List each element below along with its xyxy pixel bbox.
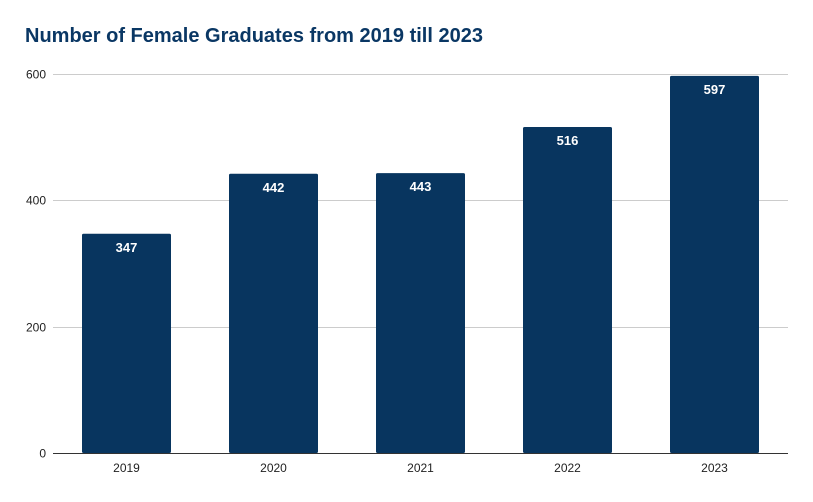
data-label: 347 — [116, 240, 138, 255]
bar — [229, 173, 318, 453]
data-label: 597 — [704, 82, 726, 97]
data-label: 443 — [410, 179, 432, 194]
y-tick-label: 200 — [26, 321, 46, 335]
x-tick-label: 2021 — [407, 461, 434, 475]
bar — [670, 75, 759, 454]
bar — [376, 173, 465, 453]
y-tick-label: 400 — [26, 194, 46, 208]
data-label: 516 — [557, 133, 579, 148]
x-tick-label: 2022 — [554, 461, 581, 475]
bar — [523, 127, 612, 453]
x-tick-label: 2020 — [260, 461, 287, 475]
y-tick-label: 600 — [26, 68, 46, 82]
x-tick-label: 2023 — [701, 461, 728, 475]
bar — [82, 233, 171, 453]
chart-title: Number of Female Graduates from 2019 til… — [25, 25, 483, 47]
data-label: 442 — [263, 180, 285, 195]
x-tick-label: 2019 — [113, 461, 140, 475]
y-tick-label: 0 — [39, 447, 46, 461]
